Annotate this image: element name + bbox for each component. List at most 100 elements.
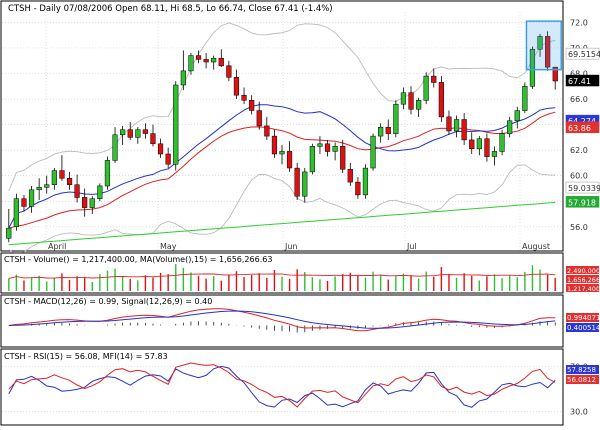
price-tick-label: 62.0 <box>570 146 588 155</box>
price-tick-label: 60.0 <box>570 172 588 181</box>
candle-body <box>150 133 156 145</box>
candle-body <box>499 133 505 152</box>
price-badge-label: 69.5154 <box>568 50 600 59</box>
candle-body <box>362 167 369 196</box>
candle-body <box>461 119 467 141</box>
candle-body <box>135 129 141 138</box>
lower-bollinger-band <box>8 164 556 255</box>
candle-body <box>552 66 558 82</box>
month-label: Jul <box>406 242 417 251</box>
candle-body <box>74 184 80 198</box>
candle-body <box>332 146 338 152</box>
candle-body <box>59 170 65 179</box>
macd-badge-label: 0.400514 <box>567 324 600 332</box>
candle-body <box>507 120 513 134</box>
candle-body <box>256 110 262 127</box>
candle-body <box>294 167 300 197</box>
candle-body <box>21 198 27 207</box>
candle-body <box>173 84 179 165</box>
candle-body <box>340 146 346 170</box>
month-label: Jun <box>284 242 298 251</box>
candle-body <box>537 36 543 50</box>
candle-body <box>545 36 551 68</box>
candle-body <box>438 82 444 118</box>
mfi-line <box>8 365 556 408</box>
volume-moving-average <box>8 273 556 280</box>
candle-body <box>44 184 50 188</box>
price-tick-label: 66.0 <box>570 95 588 104</box>
price-tick-label: 72.0 <box>570 18 588 27</box>
candle-body <box>529 48 536 87</box>
candle-body <box>423 75 429 101</box>
macd-badge-label: 0.994071 <box>567 314 600 322</box>
price-badge <box>565 196 600 208</box>
candle-body <box>355 181 361 196</box>
price-tick-label: 68.0 <box>570 70 588 79</box>
candle-body <box>66 178 73 185</box>
macd-label: CTSH - MACD(12,26) = 0.99, Signal(12,26,… <box>4 297 212 306</box>
rsi-label: CTSH - RSI(15) = 56.08, MFI(14) = 57.83 <box>4 352 168 361</box>
candle-body <box>51 170 57 185</box>
candle-body <box>271 135 278 155</box>
candle-body <box>249 100 255 111</box>
volume-label: CTSH - Volume() = 1,217,400.00, MA(Volum… <box>4 255 272 264</box>
candle-body <box>469 139 475 150</box>
candle-body <box>264 125 270 137</box>
candle-body <box>36 186 42 191</box>
candle-body <box>302 171 308 197</box>
candle-body <box>203 59 209 63</box>
rsi-badge-label: 57.8258 <box>567 366 596 374</box>
price-badge-label: 63.86 <box>568 124 591 133</box>
month-label: April <box>48 242 66 251</box>
price-badge-label: 59.0339 <box>568 184 600 193</box>
volume-badge <box>566 266 599 274</box>
candle-body <box>104 160 111 187</box>
candle-body <box>233 77 240 96</box>
price-badge <box>565 47 600 60</box>
candle-body <box>211 57 217 63</box>
candle-body <box>370 135 376 169</box>
candle-body <box>89 198 95 208</box>
candle-body <box>385 126 391 134</box>
candle-body <box>279 151 285 155</box>
rsi-panel <box>0 348 564 426</box>
candle-body <box>393 103 399 134</box>
breakout-highlight-box <box>525 20 562 71</box>
price-badge-label: 67.41 <box>568 77 591 86</box>
highlight-box <box>525 20 562 71</box>
rsi-tick-label: 30.0 <box>570 408 588 417</box>
candle-body <box>82 197 88 208</box>
candle-body <box>120 129 126 136</box>
volume-badge <box>566 275 599 283</box>
volume-bars <box>8 264 556 291</box>
volume-badge-label: 1,217,400 <box>567 285 600 293</box>
rsi-line <box>8 362 556 408</box>
price-badge <box>565 121 600 134</box>
candle-body <box>180 70 186 86</box>
macd-badge <box>566 323 599 332</box>
price-tick-label: 56.0 <box>570 223 588 232</box>
candle-body <box>453 119 460 132</box>
rsi-badge-label: 56.0812 <box>567 376 596 384</box>
candle-body <box>188 55 194 72</box>
volume-badge <box>566 284 599 292</box>
candle-body <box>408 92 414 110</box>
rsi-badge <box>566 375 599 384</box>
candle-body <box>226 65 232 78</box>
candle-body <box>13 198 19 228</box>
price-badge <box>565 181 600 194</box>
candle-body <box>165 153 171 165</box>
candle-body <box>309 146 315 173</box>
price-panel <box>0 0 564 252</box>
candle-body <box>142 129 148 134</box>
candle-body <box>347 169 353 183</box>
candle-body <box>416 100 422 110</box>
macd-lines <box>8 308 556 333</box>
candle-body <box>484 138 490 157</box>
candle-body <box>6 227 12 239</box>
candle-body <box>127 129 133 138</box>
volume-badge-label: 1,656,266 <box>567 276 600 284</box>
month-label: May <box>160 242 177 251</box>
